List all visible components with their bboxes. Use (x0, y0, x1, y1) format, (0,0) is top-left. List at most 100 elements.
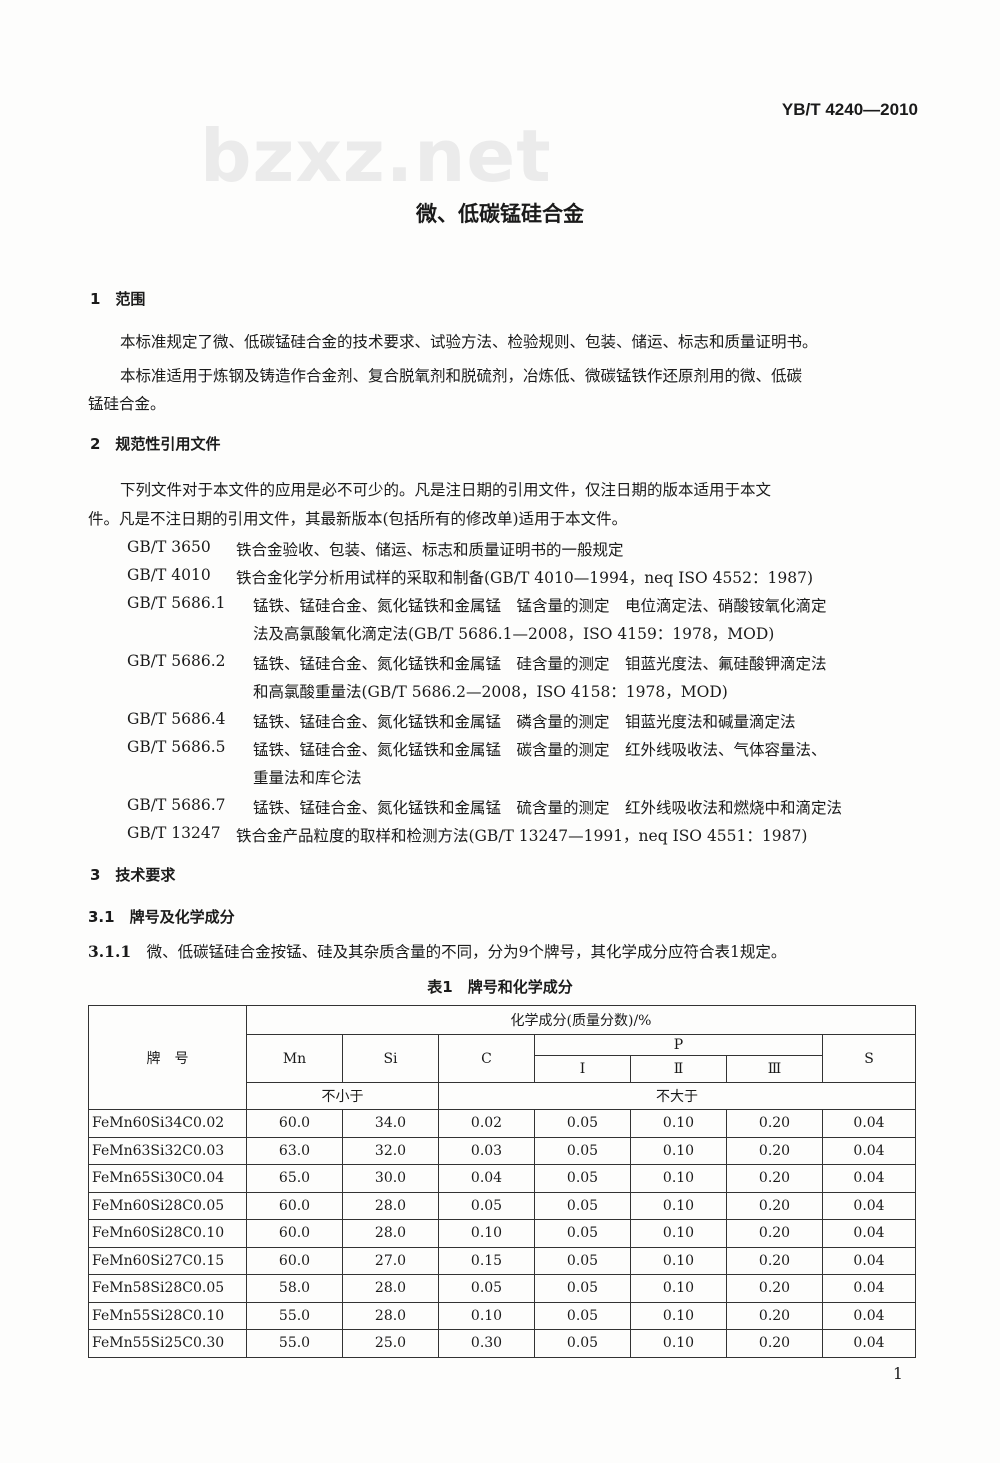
value-cell: 0.04 (822, 1219, 916, 1248)
value-cell: 0.20 (726, 1301, 823, 1330)
value-cell: 0.10 (438, 1301, 535, 1330)
col-p-3: Ⅲ (726, 1055, 823, 1083)
table-row: FeMn55Si28C0.10 55.0 28.0 0.10 0.05 0.10 0.20 0… (88, 1301, 916, 1330)
table-row: FeMn55Si25C0.30 55.0 25.0 0.30 0.05 0.10 0.20 0… (88, 1329, 916, 1358)
value-cell: 34.0 (342, 1109, 439, 1138)
value-cell: 55.0 (246, 1301, 343, 1330)
value-cell: 0.05 (534, 1219, 631, 1248)
reference-title: 锰铁、锰硅合金、氮化锰铁和金属锰 硫含量的测定 红外线吸收法和燃烧中和滴定法 (253, 799, 843, 817)
value-cell: 0.20 (726, 1329, 823, 1358)
section-3-1-heading: 3.1 牌号及化学成分 (88, 908, 235, 926)
value-cell: 0.05 (534, 1246, 631, 1275)
value-cell: 0.10 (630, 1274, 727, 1303)
col-p-2: Ⅱ (630, 1055, 727, 1083)
col-mn: Mn (246, 1034, 343, 1083)
brand-cell: FeMn60Si28C0.05 (88, 1191, 247, 1220)
value-cell: 0.10 (630, 1136, 727, 1165)
brand-cell: FeMn60Si34C0.02 (88, 1109, 247, 1138)
table-row: FeMn60Si27C0.15 60.0 27.0 0.15 0.05 0.10 0.20 0… (88, 1246, 916, 1275)
watermark: bzxz.net (200, 114, 552, 198)
table-row: FeMn60Si28C0.05 60.0 28.0 0.05 0.05 0.10 0.20 0… (88, 1191, 916, 1220)
brand-cell: FeMn55Si28C0.10 (88, 1301, 247, 1330)
reference-title: 铁合金化学分析用试样的采取和制备(GB/T 4010—1994，neq ISO … (236, 569, 814, 587)
value-cell: 0.04 (822, 1109, 916, 1138)
value-cell: 0.05 (534, 1329, 631, 1358)
brand-cell: FeMn65Si30C0.04 (88, 1164, 247, 1193)
value-cell: 0.10 (630, 1164, 727, 1193)
col-p-1: Ⅰ (534, 1055, 631, 1083)
value-cell: 60.0 (246, 1109, 343, 1138)
standard-number: YB/T 4240—2010 (781, 100, 918, 119)
value-cell: 30.0 (342, 1164, 439, 1193)
value-cell: 0.05 (534, 1274, 631, 1303)
brand-cell: FeMn60Si28C0.10 (88, 1219, 247, 1248)
value-cell: 0.10 (630, 1109, 727, 1138)
value-cell: 0.04 (822, 1246, 916, 1275)
value-cell: 0.04 (822, 1191, 916, 1220)
brand-cell: FeMn55Si25C0.30 (88, 1329, 247, 1358)
value-cell: 0.20 (726, 1274, 823, 1303)
value-cell: 0.05 (438, 1191, 535, 1220)
reference-title: 重量法和库仑法 (253, 769, 362, 787)
reference-code: GB/T 5686.7 (127, 796, 226, 814)
brand-cell: FeMn60Si27C0.15 (88, 1246, 247, 1275)
page-number: 1 (893, 1365, 903, 1383)
value-cell: 65.0 (246, 1164, 343, 1193)
reference-title: 法及高氯酸氧化滴定法(GB/T 5686.1—2008，ISO 4159：197… (253, 625, 775, 643)
reference-title: 锰铁、锰硅合金、氮化锰铁和金属锰 硅含量的测定 钼蓝光度法、氟硅酸钾滴定法 (253, 655, 827, 673)
value-cell: 0.04 (822, 1301, 916, 1330)
value-cell: 0.15 (438, 1246, 535, 1275)
brand-header: 牌 号 (88, 1005, 247, 1110)
value-cell: 0.10 (630, 1219, 727, 1248)
table-row: FeMn63Si32C0.03 63.0 32.0 0.03 0.05 0.10 0.20 0… (88, 1136, 916, 1165)
max-label: 不大于 (438, 1082, 916, 1110)
table-row: FeMn58Si28C0.05 58.0 28.0 0.05 0.05 0.10 0.20 0… (88, 1274, 916, 1303)
value-cell: 0.04 (822, 1329, 916, 1358)
paragraph: 锰硅合金。 (88, 395, 166, 413)
value-cell: 0.05 (534, 1164, 631, 1193)
reference-title: 锰铁、锰硅合金、氮化锰铁和金属锰 磷含量的测定 钼蓝光度法和碱量滴定法 (253, 713, 796, 731)
table-caption: 表1 牌号和化学成分 (427, 978, 573, 996)
value-cell: 27.0 (342, 1246, 439, 1275)
paragraph: 下列文件对于本文件的应用是必不可少的。凡是注日期的引用文件，仅注日期的版本适用于… (120, 481, 772, 499)
table-row: FeMn60Si28C0.10 60.0 28.0 0.10 0.05 0.10 0.20 0… (88, 1219, 916, 1248)
value-cell: 0.04 (438, 1164, 535, 1193)
value-cell: 32.0 (342, 1136, 439, 1165)
reference-title: 锰铁、锰硅合金、氮化锰铁和金属锰 锰含量的测定 电位滴定法、硝酸铵氧化滴定 (253, 597, 827, 615)
value-cell: 0.04 (822, 1274, 916, 1303)
value-cell: 25.0 (342, 1329, 439, 1358)
value-cell: 60.0 (246, 1246, 343, 1275)
value-cell: 0.04 (822, 1136, 916, 1165)
paragraph: 件。凡是不注日期的引用文件，其最新版本(包括所有的修改单)适用于本文件。 (88, 510, 628, 528)
value-cell: 0.05 (534, 1109, 631, 1138)
page-title: 微、低碳锰硅合金 (416, 202, 584, 226)
value-cell: 0.10 (438, 1219, 535, 1248)
value-cell: 0.20 (726, 1219, 823, 1248)
min-label: 不小于 (246, 1082, 439, 1110)
value-cell: 0.20 (726, 1164, 823, 1193)
brand-cell: FeMn58Si28C0.05 (88, 1274, 247, 1303)
value-cell: 0.02 (438, 1109, 535, 1138)
reference-code: GB/T 13247 (127, 824, 221, 842)
value-cell: 0.20 (726, 1191, 823, 1220)
value-cell: 60.0 (246, 1219, 343, 1248)
value-cell: 28.0 (342, 1274, 439, 1303)
reference-code: GB/T 5686.2 (127, 652, 226, 670)
col-c: C (438, 1034, 535, 1083)
value-cell: 0.10 (630, 1329, 727, 1358)
value-cell: 0.20 (726, 1246, 823, 1275)
value-cell: 0.20 (726, 1136, 823, 1165)
section-2-heading: 2 规范性引用文件 (90, 435, 221, 453)
value-cell: 0.10 (630, 1191, 727, 1220)
reference-title: 锰铁、锰硅合金、氮化锰铁和金属锰 碳含量的测定 红外线吸收法、气体容量法、 (253, 741, 827, 759)
reference-code: GB/T 5686.4 (127, 710, 226, 728)
value-cell: 63.0 (246, 1136, 343, 1165)
value-cell: 0.30 (438, 1329, 535, 1358)
reference-code: GB/T 4010 (127, 566, 211, 584)
value-cell: 55.0 (246, 1329, 343, 1358)
value-cell: 0.10 (630, 1246, 727, 1275)
table-row: FeMn65Si30C0.04 65.0 30.0 0.04 0.05 0.10 0.20 0… (88, 1164, 916, 1193)
reference-title: 铁合金验收、包装、储运、标志和质量证明书的一般规定 (236, 541, 624, 559)
